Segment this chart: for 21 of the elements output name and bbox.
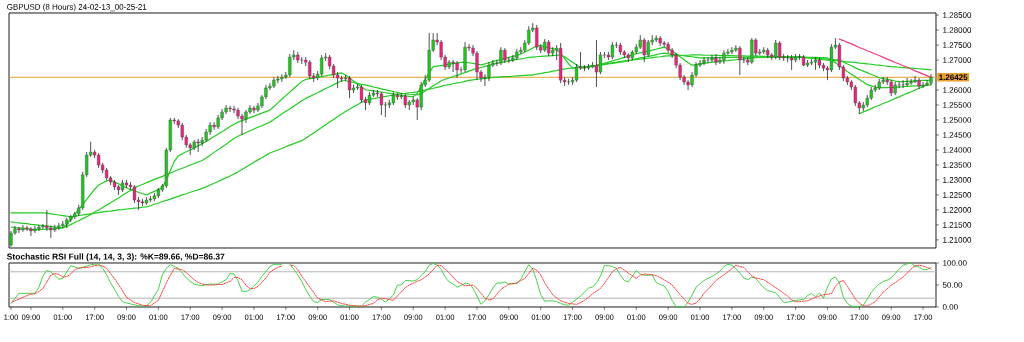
- chart-title: GBPUSD (8 Hours) 24-02-13_00-25-21: [7, 3, 147, 12]
- y-tick-label: 1.22500: [943, 192, 972, 198]
- y-tick-label: 50.00: [942, 282, 963, 288]
- chart-title: Stochastic RSI Full (14, 14, 3, 3): %K=89.66, %D=86.37: [6, 253, 225, 262]
- y-tick-label: 1.23500: [943, 162, 972, 168]
- y-tick-label: 1.25000: [943, 117, 972, 123]
- y-tick-label: 1.25500: [943, 102, 972, 108]
- y-tick-label: 1.24000: [943, 147, 972, 153]
- y-tick-label: 1.26000: [943, 87, 972, 93]
- y-tick-label: 1.21500: [943, 222, 972, 228]
- y-tick-label: 1.24500: [943, 132, 972, 138]
- y-tick-label: 1.28500: [943, 12, 972, 18]
- y-tick-label: 0.00: [942, 304, 958, 310]
- y-tick-label: 1.23000: [943, 177, 972, 183]
- ref-line-label: 1.26425: [939, 74, 968, 81]
- y-tick-label: 1.28000: [943, 27, 972, 33]
- y-tick-label: 100.00: [943, 260, 967, 266]
- y-tick-label: 1.27000: [943, 57, 972, 63]
- y-tick-label: 1.22000: [943, 207, 972, 213]
- y-tick-label: 1.27500: [943, 42, 972, 48]
- y-tick-label: 1.21000: [943, 237, 972, 243]
